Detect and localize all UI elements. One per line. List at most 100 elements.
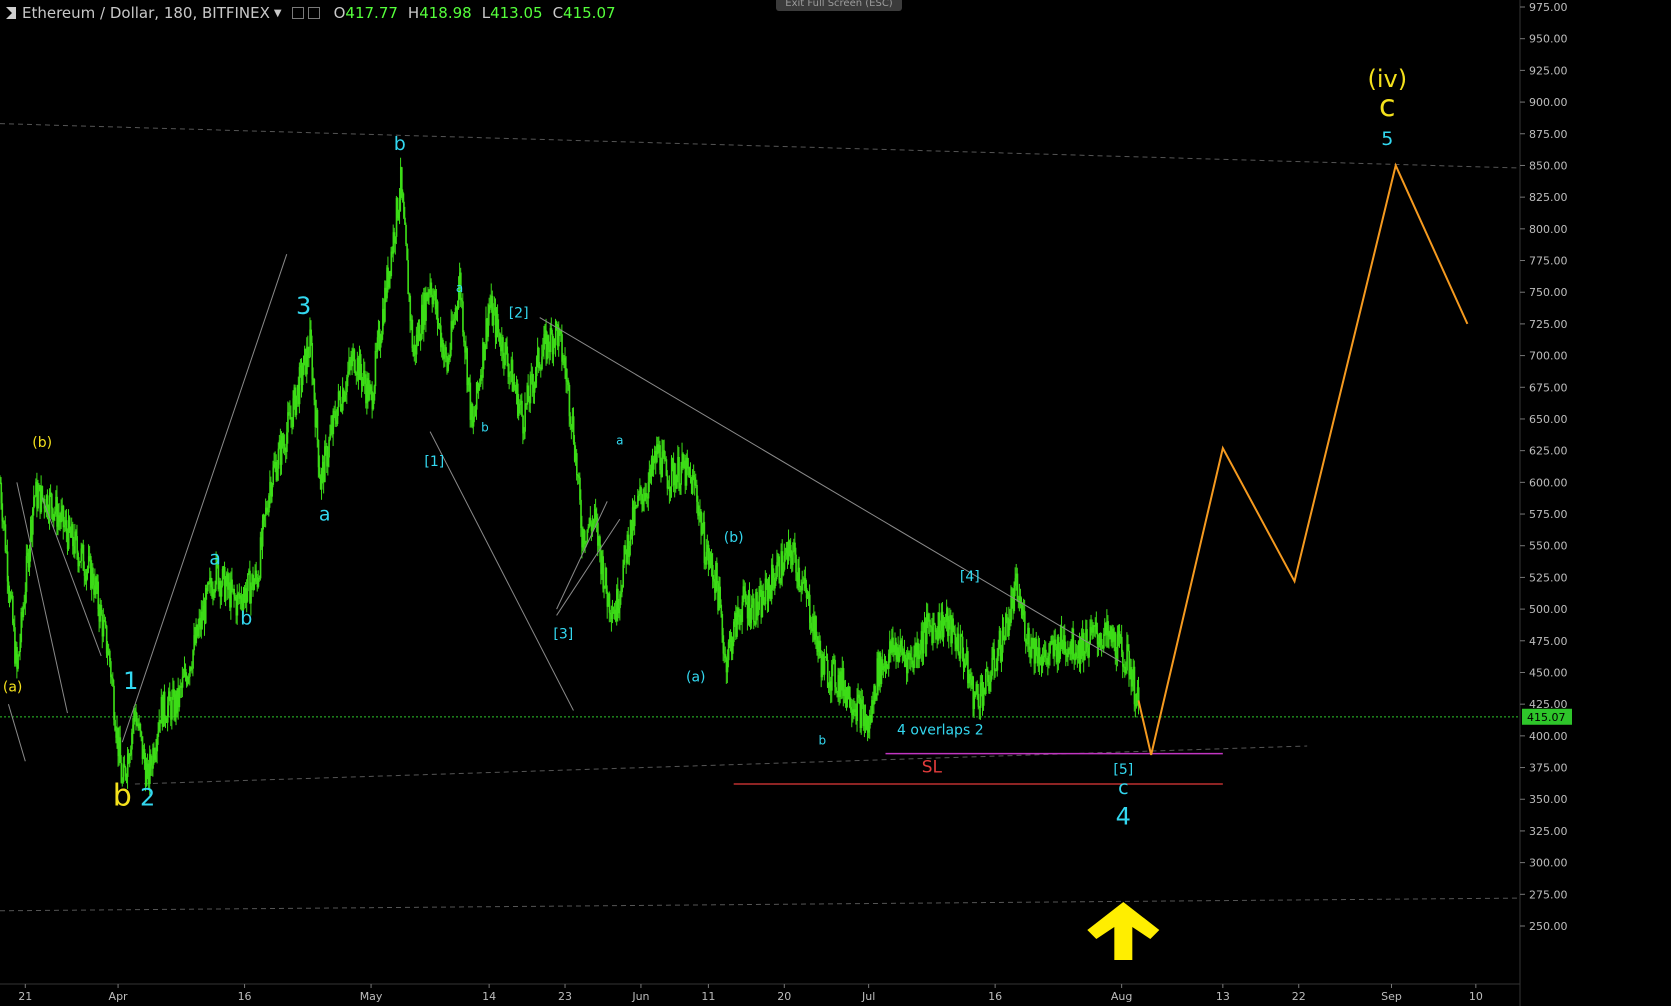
candle-body xyxy=(1079,637,1082,664)
candle-body xyxy=(358,354,361,380)
candle-body xyxy=(329,433,331,440)
candle-body xyxy=(220,585,223,597)
time-tick-label: May xyxy=(360,990,383,1003)
candle-body xyxy=(121,781,124,783)
candle-body xyxy=(118,737,121,757)
candle-body xyxy=(878,652,881,687)
exit-fullscreen-button[interactable]: Exit Full Screen (ESC) xyxy=(776,0,902,11)
candle-body xyxy=(445,347,447,358)
candle-body xyxy=(606,591,609,607)
wave-label: a xyxy=(209,548,221,570)
candle-body xyxy=(372,400,375,410)
wave-label: b xyxy=(113,779,132,814)
candle-body xyxy=(1135,693,1138,707)
candle-body xyxy=(96,581,98,590)
candle-body xyxy=(18,652,20,656)
candle-body xyxy=(644,492,647,501)
candle-body xyxy=(630,520,633,536)
candle-body xyxy=(492,310,495,326)
candle-body xyxy=(899,640,902,653)
candle-body xyxy=(968,673,970,684)
candle-body xyxy=(1050,642,1053,644)
candle-body xyxy=(124,767,127,777)
trendline xyxy=(556,518,621,616)
candle-body xyxy=(997,647,1000,657)
candle-body xyxy=(562,361,564,363)
candle-body xyxy=(1114,632,1117,656)
candle-body xyxy=(922,631,925,654)
candle-body xyxy=(280,436,283,465)
candle-body xyxy=(79,561,82,563)
symbol-title[interactable]: Ethereum / Dollar, 180, BITFINEX xyxy=(22,4,270,22)
candle-body xyxy=(1040,663,1043,667)
candle-body xyxy=(804,578,807,589)
candle-body xyxy=(91,567,93,589)
candle-body xyxy=(12,595,14,624)
candle-body xyxy=(686,457,689,469)
candle-body xyxy=(8,590,11,601)
candle-body xyxy=(810,622,812,629)
candle-body xyxy=(900,640,903,647)
candle-body xyxy=(120,762,123,783)
candle-body xyxy=(14,627,16,664)
candle-body xyxy=(305,348,307,375)
candle-body xyxy=(297,385,300,405)
candle-body xyxy=(706,544,709,552)
candle-body xyxy=(93,585,95,595)
candle-body xyxy=(165,722,168,724)
eye-icon[interactable] xyxy=(307,7,320,19)
candle-body xyxy=(51,493,53,509)
candle-body xyxy=(78,562,81,567)
candle-body xyxy=(829,681,831,687)
candle-body xyxy=(1077,641,1080,659)
candle-body xyxy=(868,728,870,733)
candle-body xyxy=(611,611,614,619)
candle-body xyxy=(83,570,86,576)
candle-body xyxy=(471,403,474,427)
candle-body xyxy=(1105,622,1107,636)
price-tick-label: 525.00 xyxy=(1529,571,1568,584)
candle-body xyxy=(125,776,128,778)
chevron-down-icon[interactable]: ▼ xyxy=(273,7,282,19)
candle-body xyxy=(1049,642,1051,654)
candle-body xyxy=(417,324,420,342)
candle-body xyxy=(104,621,107,626)
candle-body xyxy=(911,657,913,665)
candle-body xyxy=(365,384,367,404)
wave-labels: (b)(a)b12ab3aba[2]b[1]a[3](b)(a)b[4][5]c… xyxy=(3,65,1407,831)
candle-body xyxy=(707,544,710,565)
wave-label: (a) xyxy=(686,669,706,685)
candle-body xyxy=(1094,622,1097,627)
candle-body xyxy=(717,583,719,611)
candle-body xyxy=(709,553,712,561)
candle-body xyxy=(520,400,522,404)
candle-body xyxy=(732,642,734,654)
candle-body xyxy=(129,754,131,764)
candle-body xyxy=(1129,667,1132,676)
candle-body xyxy=(362,378,364,386)
candle-body xyxy=(477,384,480,391)
candle-body xyxy=(480,375,482,385)
candle-body xyxy=(59,518,62,523)
price-tick-label: 825.00 xyxy=(1529,191,1568,204)
candle-body xyxy=(499,332,501,345)
candle-body xyxy=(821,654,824,678)
trendline xyxy=(121,254,288,743)
settings-icon[interactable] xyxy=(291,7,304,19)
price-tick-label: 950.00 xyxy=(1529,33,1568,46)
candle-body xyxy=(270,481,272,497)
wave-label: (iv) xyxy=(1367,65,1407,93)
candle-body xyxy=(1096,632,1099,645)
candle-body xyxy=(598,536,600,546)
candle-body xyxy=(63,525,66,528)
candle-body xyxy=(590,524,593,531)
candle-body xyxy=(481,375,483,378)
candle-body xyxy=(768,584,771,589)
candle-body xyxy=(217,564,220,590)
candle-body xyxy=(1031,637,1034,649)
candle-body xyxy=(1001,626,1004,653)
candle-body xyxy=(656,444,658,463)
candle-body xyxy=(193,635,195,651)
candle-body xyxy=(314,400,317,428)
